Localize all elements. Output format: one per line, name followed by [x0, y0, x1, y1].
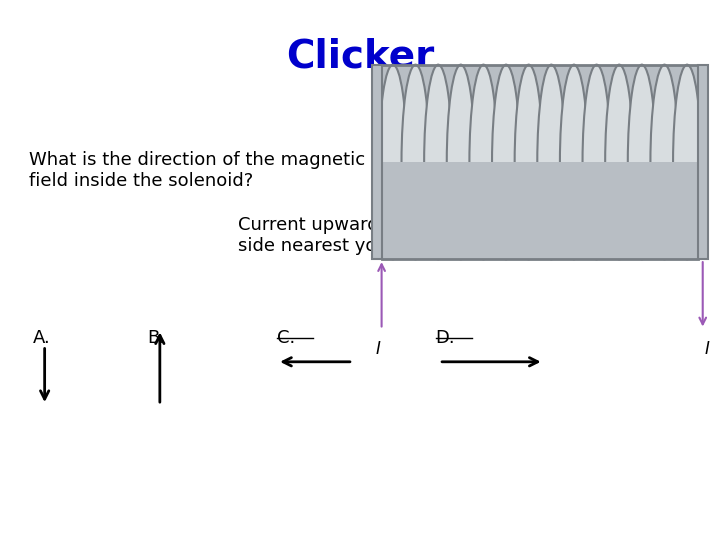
- Ellipse shape: [650, 65, 678, 259]
- Text: C.: C.: [277, 329, 295, 347]
- Ellipse shape: [628, 65, 656, 259]
- Ellipse shape: [582, 65, 611, 259]
- Ellipse shape: [606, 65, 633, 259]
- Bar: [372, 65, 382, 259]
- Ellipse shape: [537, 65, 565, 259]
- Text: Current upward on
side nearest you: Current upward on side nearest you: [238, 216, 406, 255]
- Ellipse shape: [447, 65, 474, 259]
- Bar: [382, 65, 698, 162]
- Ellipse shape: [402, 65, 430, 259]
- Bar: [382, 162, 698, 259]
- Ellipse shape: [469, 65, 498, 259]
- Bar: [382, 65, 698, 259]
- Bar: [698, 65, 708, 259]
- Text: Clicker: Clicker: [286, 38, 434, 76]
- Text: I: I: [376, 340, 380, 358]
- Text: I: I: [705, 340, 709, 358]
- Text: What is the direction of the magnetic
field inside the solenoid?: What is the direction of the magnetic fi…: [29, 151, 365, 190]
- Text: D.: D.: [436, 329, 455, 347]
- Ellipse shape: [379, 65, 407, 259]
- Ellipse shape: [560, 65, 588, 259]
- Ellipse shape: [673, 65, 701, 259]
- Ellipse shape: [424, 65, 452, 259]
- Text: A.: A.: [32, 329, 50, 347]
- Ellipse shape: [515, 65, 543, 259]
- Ellipse shape: [492, 65, 520, 259]
- Text: B.: B.: [148, 329, 166, 347]
